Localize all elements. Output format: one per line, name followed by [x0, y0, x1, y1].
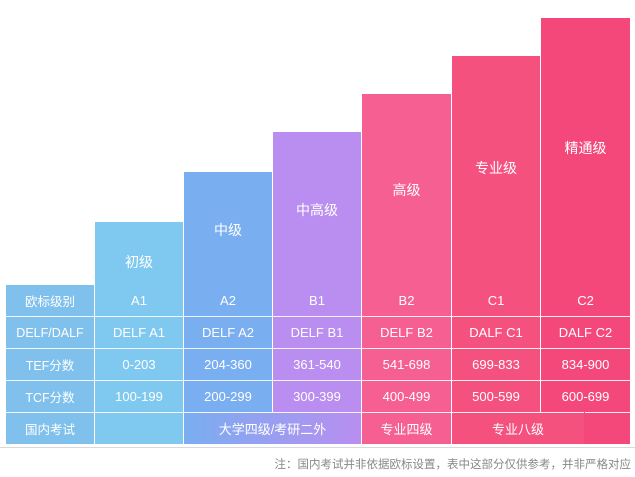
- level-column-c1: 专业级: [452, 56, 540, 444]
- level-a2: A2: [220, 293, 236, 308]
- row-header-tcf: TCF分数: [6, 380, 94, 412]
- tef-c1: 699-833: [452, 348, 540, 380]
- tef-a1: 0-203: [95, 348, 183, 380]
- tcf-b1: 300-399: [273, 380, 361, 412]
- level-column-c2: 精通级: [541, 18, 630, 444]
- tef-c2: 834-900: [541, 348, 630, 380]
- tcf-a1: 100-199: [95, 380, 183, 412]
- delf-c1: DALF C1: [452, 316, 540, 348]
- row-header-column: [6, 285, 94, 444]
- level-column-b2: 高级: [362, 94, 451, 444]
- level-c2: C2: [577, 293, 594, 308]
- level-name-a2: 中级: [214, 222, 242, 238]
- domestic-c2-empty: [585, 412, 630, 444]
- level-b1: B1: [309, 293, 325, 308]
- tef-b2: 541-698: [362, 348, 451, 380]
- level-name-c2: 精通级: [564, 140, 607, 156]
- level-column-a2: 中级: [184, 172, 272, 444]
- tcf-c2: 600-699: [541, 380, 630, 412]
- level-column-a1: 初级: [95, 222, 183, 444]
- delf-c2: DALF C2: [541, 316, 630, 348]
- delf-a1: DELF A1: [95, 316, 183, 348]
- level-name-b2: 高级: [392, 182, 421, 198]
- domestic-tem4: 专业四级: [362, 412, 451, 444]
- level-c1: C1: [487, 293, 505, 308]
- tcf-a2: 200-299: [184, 380, 272, 412]
- level-name-a1: 初级: [125, 254, 153, 270]
- tef-b1: 361-540: [273, 348, 361, 380]
- delf-b2: DELF B2: [362, 316, 451, 348]
- row-header-delf: DELF/DALF: [6, 316, 94, 348]
- level-name-b1: 中高级: [296, 202, 338, 218]
- delf-b1: DELF B1: [273, 316, 361, 348]
- domestic-a1-empty: [95, 412, 183, 444]
- domestic-tem8: 专业八级: [452, 412, 584, 444]
- level-column-b1: 中高级: [273, 132, 361, 444]
- level-name-c1: 专业级: [475, 160, 517, 176]
- domestic-cet-kaoyan: 大学四级/考研二外: [184, 412, 361, 444]
- tcf-b2: 400-499: [362, 380, 451, 412]
- level-b2: B2: [398, 293, 415, 308]
- row-header-level: 欧标级别: [24, 295, 75, 309]
- tcf-c1: 500-599: [452, 380, 540, 412]
- delf-a2: DELF A2: [184, 316, 272, 348]
- divider: [0, 447, 635, 448]
- footnote: 注：国内考试并非依据欧标设置，表中这部分仅供参考，并非严格对应: [274, 459, 632, 471]
- tef-a2: 204-360: [184, 348, 272, 380]
- row-header-tef: TEF分数: [6, 348, 94, 380]
- row-header-domestic: 国内考试: [6, 412, 94, 444]
- level-a1: A1: [131, 293, 147, 308]
